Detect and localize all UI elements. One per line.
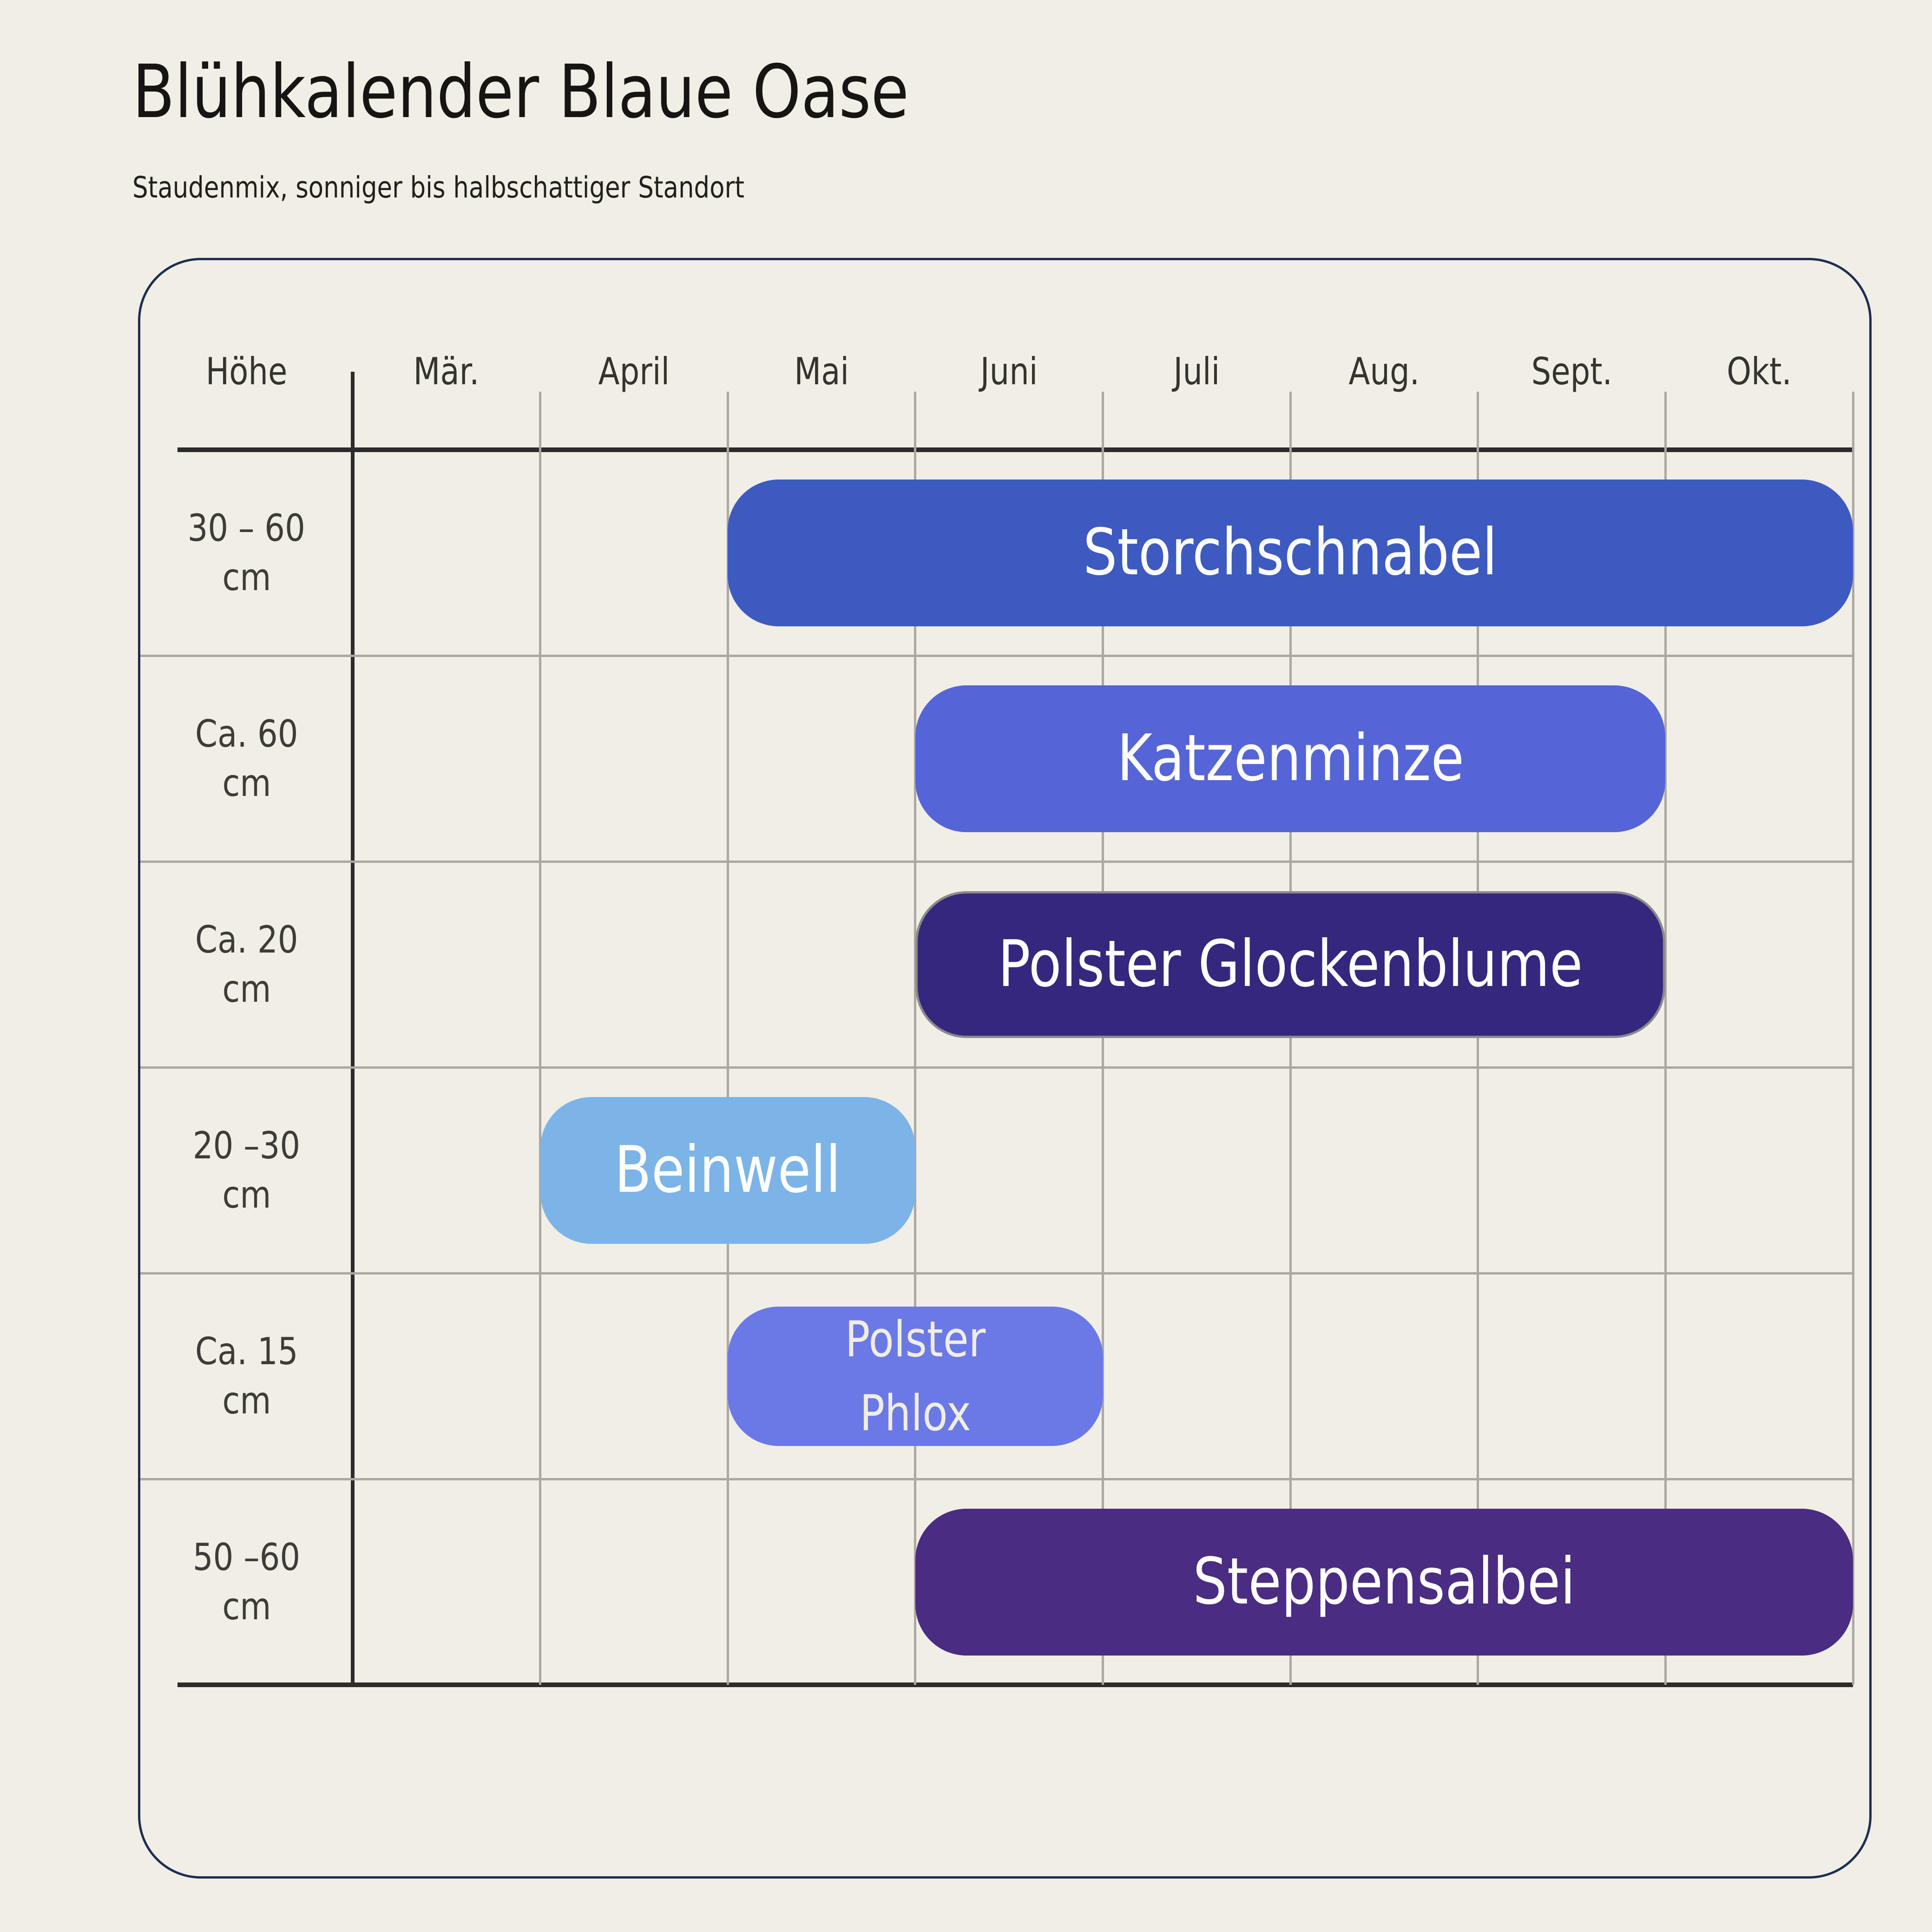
month-label-text: Aug. (1348, 350, 1420, 393)
plant-bar-steppensalbei: Steppensalbei (915, 1508, 1853, 1656)
page-subtitle-text: Staudenmix, sonniger bis halbschattiger … (132, 171, 744, 204)
row-height-label-text: cm (222, 1173, 271, 1216)
gridline-month-2 (726, 392, 729, 1685)
row-height-label-text: Ca. 15 (195, 1329, 298, 1373)
plant-bar-label: Beinwell (615, 1124, 841, 1216)
gridline-month-8 (1852, 392, 1854, 1685)
row-height-label-text: 50 –60 (192, 1535, 301, 1579)
page-subtitle: Staudenmix, sonniger bis halbschattiger … (132, 170, 861, 205)
month-label-5: Juli (1103, 351, 1291, 392)
row-height-label-text: cm (222, 1584, 271, 1628)
row-height-label-text: 30 – 60 (187, 506, 306, 550)
row-height-label-text: cm (222, 761, 271, 805)
table-bottom-line (177, 1682, 1853, 1687)
row-separator-1 (140, 654, 1853, 657)
plant-bar-label: Katzenminze (1117, 712, 1464, 805)
plant-bar-polster-phlox: Polster Phlox (728, 1306, 1103, 1446)
page-title: Blühkalender Blaue Oase (132, 52, 1057, 133)
gridline-month-3 (914, 392, 917, 1685)
month-label-text: Juli (1173, 350, 1220, 393)
row-height-label-text: cm (222, 1379, 271, 1422)
row-height-label-text: Ca. 60 (195, 712, 298, 756)
gridline-month-5 (1289, 392, 1292, 1685)
plant-bar-label-text: Beinwell (614, 1132, 841, 1208)
gridline-month-7 (1664, 392, 1667, 1685)
month-label-6: Aug. (1290, 351, 1478, 392)
plant-bar-label-text: Steppensalbei (1193, 1544, 1576, 1619)
row-height-label-2: Ca. 60 cm (140, 656, 353, 861)
month-label-3: Mai (728, 351, 915, 392)
month-label-7: Sept. (1478, 351, 1666, 392)
month-label-1: Mär. (353, 351, 540, 392)
calendar-grid-layer (140, 260, 1869, 1876)
row-height-label-5: Ca. 15 cm (140, 1273, 353, 1479)
column-header-hoehe: Höhe (140, 351, 353, 392)
table-header-line (177, 447, 1853, 452)
plant-bar-label: Polster Glockenblume (998, 918, 1583, 1011)
row-height-label-text: cm (222, 555, 271, 599)
plant-bar-label-text: Storchschnabel (1083, 515, 1498, 590)
plant-bar-beinwell: Beinwell (540, 1097, 915, 1244)
row-separator-2 (140, 860, 1853, 863)
plant-bar-polster-glockenblume: Polster Glockenblume (915, 891, 1666, 1038)
gridline-month-6 (1477, 392, 1479, 1685)
month-label-text: April (598, 350, 670, 393)
height-column-divider (351, 372, 355, 1685)
gridline-month-4 (1102, 392, 1104, 1685)
month-label-text: Okt. (1727, 350, 1792, 393)
plant-bar-label: Storchschnabel (1083, 506, 1497, 599)
row-height-label-4: 20 –30 cm (140, 1067, 353, 1273)
plant-bar-label-text: Phlox (860, 1384, 971, 1442)
plant-bar-label-text: Katzenminze (1117, 721, 1464, 796)
gridline-month-1 (539, 392, 542, 1685)
month-label-4: Juni (915, 351, 1103, 392)
row-height-label-text: cm (222, 967, 271, 1011)
row-separator-5 (140, 1478, 1853, 1480)
plant-bar-label-text: Polster (845, 1310, 986, 1368)
plant-bar-storchschnabel: Storchschnabel (728, 479, 1853, 626)
month-label-8: Okt. (1665, 351, 1853, 392)
row-height-label-3: Ca. 20 cm (140, 861, 353, 1067)
row-height-label-1: 30 – 60 cm (140, 450, 353, 656)
month-label-text: Sept. (1531, 350, 1612, 393)
row-separator-4 (140, 1272, 1853, 1275)
calendar-labels-layer: Höhe Mär. April Mai Juni Juli Aug. Sept. Okt. 30 … (140, 260, 1869, 1876)
month-label-2: April (540, 351, 728, 392)
row-height-label-text: 20 –30 (192, 1124, 301, 1167)
column-header-hoehe-text: Höhe (205, 350, 288, 393)
month-label-text: Mär. (413, 350, 480, 393)
plant-bar-label: Polster Phlox (845, 1302, 986, 1450)
row-height-label-6: 50 –60 cm (140, 1479, 353, 1685)
row-height-label-text: Ca. 20 (195, 918, 298, 961)
plant-bar-katzenminze: Katzenminze (915, 685, 1666, 832)
calendar-panel: Höhe Mär. April Mai Juni Juli Aug. Sept. Okt. 30 … (138, 258, 1872, 1879)
plant-bar-label-text: Polster Glockenblume (998, 927, 1583, 1002)
plant-bar-label: Steppensalbei (1193, 1535, 1575, 1628)
calendar-bars-layer: Storchschnabel Katzenminze Polster Glocken… (140, 260, 1869, 1876)
month-label-text: Juni (980, 350, 1038, 393)
row-separator-3 (140, 1066, 1853, 1069)
page-title-text: Blühkalender Blaue Oase (132, 49, 909, 135)
month-label-text: Mai (794, 350, 849, 393)
